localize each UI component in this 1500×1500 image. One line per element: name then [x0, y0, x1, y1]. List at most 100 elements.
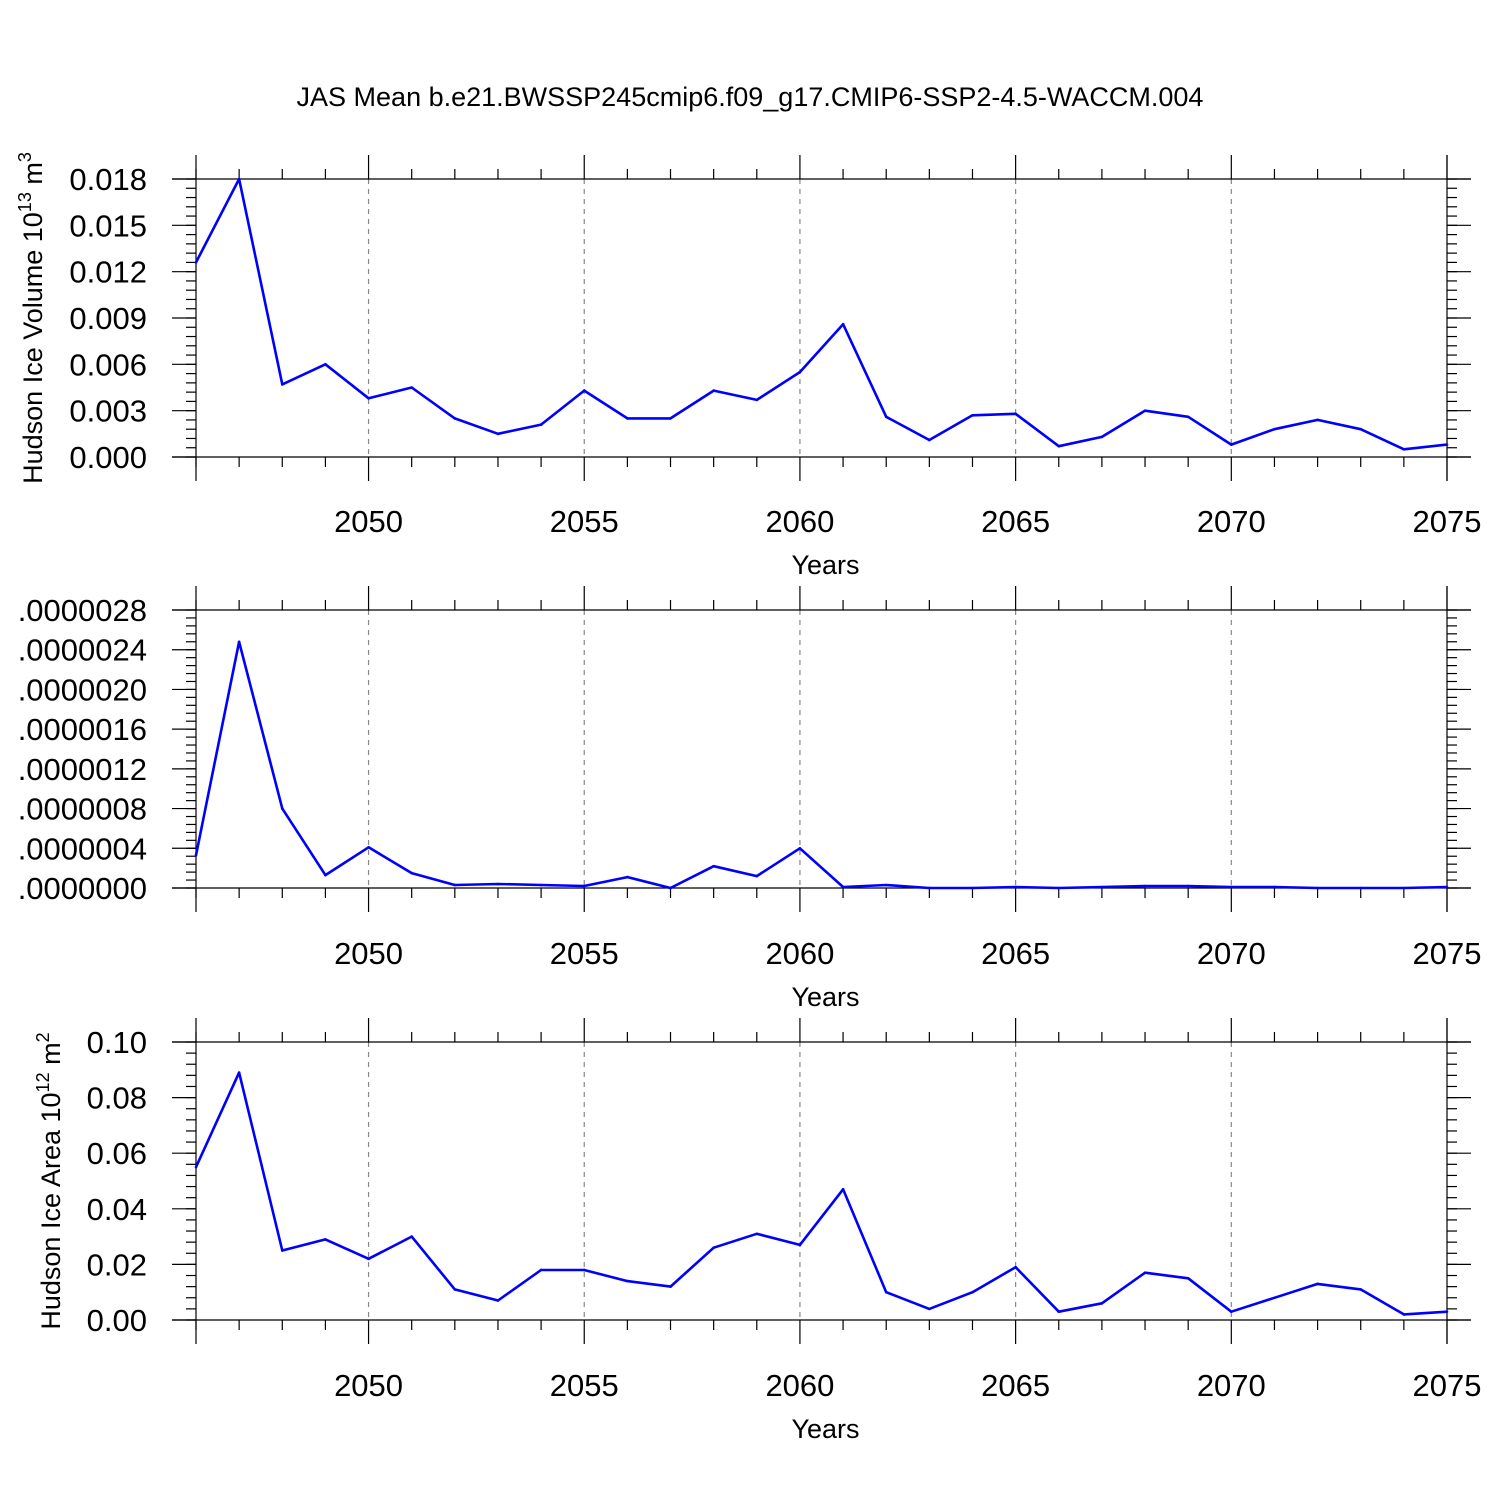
x-tick-label: 2050	[334, 1368, 403, 1403]
x-tick-label: 2070	[1197, 1368, 1266, 1403]
data-point	[324, 1238, 327, 1241]
data-point	[1143, 884, 1147, 888]
x-tick-label: 2060	[765, 1368, 834, 1403]
chart-title: JAS Mean b.e21.BWSSP245cmip6.f09_g17.CMI…	[297, 82, 1204, 112]
data-point	[928, 1307, 931, 1311]
data-point	[1445, 443, 1449, 446]
data-point	[798, 370, 802, 374]
data-point	[1402, 1313, 1406, 1316]
data-point	[928, 886, 931, 890]
y-tick-label: .0000024	[18, 633, 147, 668]
x-tick-label: 2060	[765, 504, 834, 539]
panel-area: 0.00 0.02 0.04 0.06 0.08 0.10 2050 2055 2060 2065…	[33, 1018, 1481, 1444]
data-point	[1143, 1271, 1147, 1275]
y-tick-label: .0000008	[18, 792, 147, 827]
data-point	[1230, 443, 1233, 446]
data-point	[410, 386, 413, 389]
data-point	[1273, 885, 1276, 889]
data-point	[1100, 435, 1104, 439]
data-point	[971, 886, 974, 890]
x-tick-label: 2075	[1413, 1368, 1482, 1403]
y-tick-label: 0.003	[69, 394, 147, 429]
data-point	[496, 432, 500, 436]
y-tick-label: 0.018	[69, 162, 147, 197]
y-axis-label-part: m	[18, 162, 48, 192]
data-point	[1186, 415, 1190, 419]
data-point	[1316, 418, 1319, 422]
data-point	[582, 1268, 586, 1272]
data-point	[1402, 447, 1406, 451]
data-point	[798, 846, 802, 850]
x-tick-label: 2060	[765, 936, 834, 971]
data-point	[755, 398, 759, 402]
data-point	[1143, 409, 1147, 412]
y-axis-label: Hudson Ice Area 1012 m2	[33, 1032, 66, 1329]
data-point	[971, 1290, 974, 1294]
data-point	[1230, 1310, 1233, 1313]
x-tick-label: 2075	[1413, 504, 1482, 539]
data-point	[539, 883, 543, 887]
data-point	[280, 383, 284, 386]
y-axis-label-part: m	[36, 1042, 66, 1072]
y-tick-label: 0.006	[69, 347, 147, 382]
y-tick-label: 0.04	[87, 1192, 147, 1227]
data-point	[1359, 427, 1363, 431]
data-point	[755, 1232, 759, 1236]
data-point	[841, 322, 845, 326]
x-tick-label: 2055	[550, 1368, 619, 1403]
panel-volume: 0.000 0.003 0.006 0.009 0.012 0.015 0.018 2050 2…	[15, 152, 1481, 580]
data-point	[237, 1071, 241, 1074]
y-tick-label: .0000020	[18, 672, 147, 707]
y-tick-label: 0.02	[87, 1247, 147, 1282]
x-tick-label: 2050	[334, 936, 403, 971]
data-point	[626, 1279, 629, 1283]
data-point	[928, 438, 931, 442]
data-point	[1100, 885, 1104, 889]
x-tick-label: 2065	[981, 504, 1050, 539]
x-tick-label: 2070	[1197, 504, 1266, 539]
y-tick-label: 0.000	[69, 440, 147, 475]
y-tick-label: 0.015	[69, 208, 147, 243]
data-point	[539, 423, 543, 426]
data-point	[1100, 1302, 1104, 1305]
series-line-area	[194, 1071, 1448, 1316]
data-point	[1359, 886, 1363, 890]
data-point	[884, 415, 888, 419]
data-point	[410, 871, 413, 875]
y-tick-label: 0.08	[87, 1081, 147, 1116]
data-point	[1014, 1265, 1017, 1269]
data-point	[582, 389, 586, 392]
x-tick-label: 2055	[550, 504, 619, 539]
data-point	[841, 1188, 845, 1191]
data-point	[324, 873, 327, 877]
data-point	[1402, 886, 1406, 890]
y-axis-label-superscript: 12	[33, 1072, 53, 1092]
data-point	[367, 845, 370, 849]
data-point	[194, 261, 198, 264]
data-point	[237, 640, 241, 644]
data-point	[884, 1290, 888, 1294]
data-point	[1359, 1288, 1363, 1291]
y-tick-label: 0.009	[69, 301, 147, 336]
series-line-volume	[194, 177, 1448, 451]
data-point	[1057, 444, 1061, 448]
panel-middle: .0000000 .0000004 .0000008 .0000012 .0000016…	[18, 586, 1481, 1012]
y-tick-label: 0.10	[87, 1025, 147, 1060]
data-point	[237, 177, 241, 181]
y-axis-label-superscript: 3	[15, 152, 35, 162]
data-point	[1445, 1310, 1449, 1313]
y-tick-label: .0000016	[18, 712, 147, 747]
data-point	[1014, 885, 1017, 889]
data-point	[669, 1285, 672, 1288]
data-point	[755, 874, 759, 878]
y-tick-label: .0000012	[18, 752, 147, 787]
x-tick-label: 2050	[334, 504, 403, 539]
data-point	[280, 807, 284, 810]
data-point	[582, 884, 586, 888]
data-point	[712, 864, 715, 868]
y-axis-label-part: Hudson Ice Volume 10	[18, 212, 48, 484]
data-point	[1057, 1310, 1061, 1313]
data-point	[669, 886, 672, 890]
data-point	[1316, 886, 1319, 890]
